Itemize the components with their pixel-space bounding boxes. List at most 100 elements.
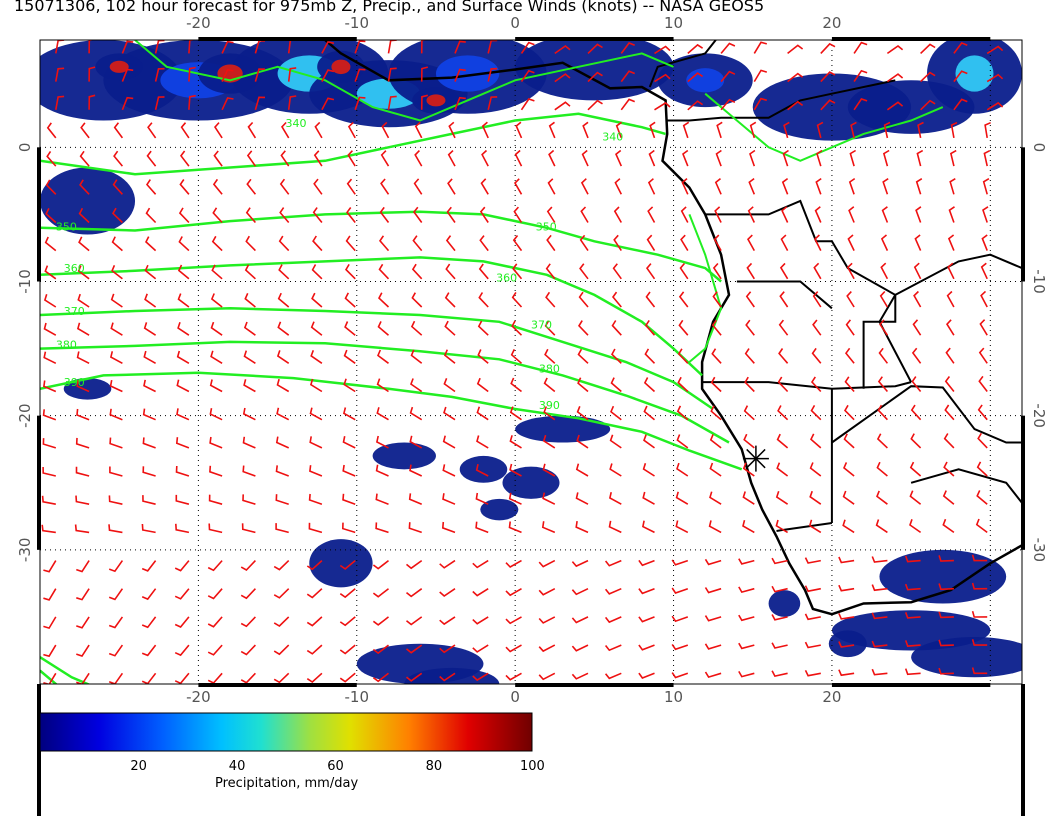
wind-barb: [154, 96, 165, 110]
wind-barb: [342, 493, 356, 505]
colorbar-tick-label: 20: [130, 759, 147, 774]
wind-barb: [208, 523, 223, 534]
wind-barb: [344, 321, 356, 336]
country-border: [831, 385, 1022, 444]
wind-barb: [273, 616, 290, 628]
wind-barb: [838, 556, 855, 564]
wind-barb: [55, 67, 65, 82]
wind-barb: [878, 347, 889, 364]
wind-barb: [910, 433, 922, 449]
wind-barb: [387, 67, 397, 82]
wind-barb: [720, 42, 736, 54]
frame-bar-left: [37, 684, 41, 816]
wind-barb: [46, 150, 57, 167]
wind-barb: [372, 588, 389, 598]
wind-barb: [775, 491, 789, 505]
wind-barb: [411, 292, 423, 308]
wind-barb: [405, 559, 423, 570]
wind-barb: [312, 207, 323, 224]
wind-barb: [273, 644, 290, 656]
wind-barb: [207, 560, 223, 572]
contour-label: 350: [536, 221, 557, 234]
wind-barb: [876, 433, 888, 449]
precip-cell: [515, 415, 611, 443]
contour-line: [40, 340, 730, 444]
wind-barb: [848, 206, 855, 223]
wind-barb: [949, 149, 957, 167]
wind-barb: [609, 434, 622, 449]
wind-barb: [781, 206, 789, 223]
wind-barb: [853, 41, 868, 54]
wind-barb: [746, 262, 755, 280]
wind-barb: [853, 69, 868, 83]
wind-barb: [547, 178, 556, 195]
wind-barb: [472, 644, 489, 653]
wind-barb: [76, 322, 90, 336]
wind-barb: [221, 68, 234, 82]
wind-barb: [443, 406, 456, 421]
wind-barb: [938, 667, 954, 675]
wind-barb: [111, 264, 123, 280]
wind-barb: [345, 235, 356, 252]
wind-barb: [577, 320, 589, 336]
wind-barb: [43, 294, 57, 308]
wind-barb: [748, 177, 756, 195]
wind-barb: [339, 672, 356, 683]
precip-cell: [879, 549, 1007, 604]
wind-barb: [571, 616, 589, 624]
wind-barb: [174, 644, 190, 657]
wind-barb: [947, 234, 955, 251]
wind-barb: [354, 68, 366, 82]
wind-barb: [46, 122, 57, 139]
wind-barb: [88, 94, 96, 110]
wind-barb: [280, 150, 290, 167]
wind-barb: [439, 588, 456, 598]
wind-barb: [643, 405, 656, 421]
wind-barb: [147, 122, 157, 139]
wind-barb: [810, 405, 822, 421]
precip-core: [955, 55, 994, 92]
wind-barb: [377, 349, 389, 364]
wind-barb: [141, 644, 157, 657]
wind-barb: [342, 464, 356, 477]
wind-barb: [180, 122, 190, 139]
wind-barb: [479, 235, 489, 252]
wind-barb: [708, 520, 722, 534]
wind-barb: [714, 206, 722, 223]
wind-barb: [505, 672, 522, 681]
wind-barb: [141, 523, 156, 534]
wind-barb: [420, 66, 428, 82]
wind-barb: [809, 462, 822, 477]
wind-barb: [677, 376, 689, 393]
wind-barb: [110, 293, 123, 308]
wind-barb: [953, 70, 968, 83]
wind-barb: [545, 291, 556, 308]
wind-barb: [387, 95, 397, 110]
wind-barb: [575, 520, 589, 534]
wind-barb: [744, 376, 755, 393]
wind-barb: [178, 236, 190, 252]
wind-barb: [276, 378, 290, 393]
precip-cell: [40, 167, 136, 235]
wind-barb: [443, 349, 456, 364]
lat-tick-label-right: -10: [1030, 269, 1048, 294]
wind-barb: [439, 644, 456, 654]
wind-barb: [76, 616, 90, 629]
wind-barb: [448, 121, 456, 139]
wind-barb: [950, 121, 958, 139]
wind-barb: [145, 236, 157, 252]
wind-barb: [381, 121, 390, 139]
wind-barb: [981, 234, 988, 251]
wind-barb: [142, 495, 156, 505]
wind-barb: [375, 522, 389, 534]
wind-barb: [671, 559, 689, 566]
wind-barb: [604, 644, 622, 652]
wind-barb: [308, 493, 323, 505]
wind-barb: [508, 521, 522, 534]
wind-barb: [546, 234, 556, 252]
wind-barb: [410, 320, 423, 336]
wind-barb: [439, 616, 456, 626]
wind-barb: [43, 588, 57, 601]
wind-barb: [845, 319, 855, 336]
wind-barb: [910, 404, 922, 421]
